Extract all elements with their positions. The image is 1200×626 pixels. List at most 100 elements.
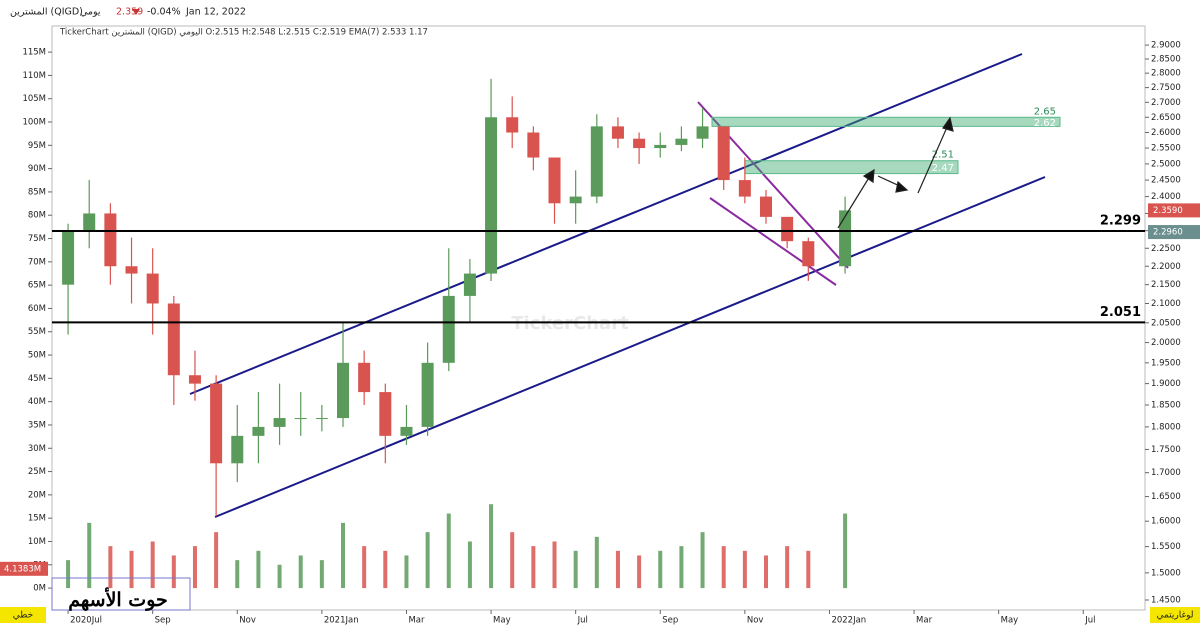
watermark: TickerChart bbox=[511, 313, 629, 334]
y2-tick-label: 115M bbox=[22, 48, 46, 58]
down-arrow bbox=[132, 9, 140, 15]
candle-body bbox=[83, 213, 96, 231]
channel-upper bbox=[189, 53, 1023, 395]
price-tag bbox=[1148, 225, 1200, 240]
y2-tick-label: 100M bbox=[22, 118, 46, 128]
volume-bar bbox=[277, 564, 282, 589]
candle-body bbox=[125, 266, 138, 274]
volume-bar bbox=[510, 532, 515, 589]
y2-tick-label: 85M bbox=[28, 187, 46, 197]
candle-body bbox=[442, 295, 455, 363]
volume-bar bbox=[404, 555, 409, 589]
y-tick-label: 1.9500 bbox=[1151, 358, 1181, 368]
x-tick-label: Jul bbox=[577, 616, 588, 626]
volume-bar bbox=[129, 550, 134, 589]
y2-tick-label: 10M bbox=[28, 537, 46, 547]
arrow-head bbox=[862, 168, 875, 184]
y-tick-label: 2.8000 bbox=[1151, 69, 1181, 79]
y-tick-label: 1.6000 bbox=[1151, 517, 1181, 527]
y2-tick-label: 60M bbox=[28, 304, 46, 314]
y2-tick-label: 40M bbox=[28, 397, 46, 407]
candle-body bbox=[294, 418, 307, 420]
candle-body bbox=[421, 362, 434, 427]
volume-bar bbox=[764, 555, 769, 589]
volume-bar bbox=[319, 560, 324, 589]
y-tick-label: 2.6500 bbox=[1151, 113, 1181, 123]
volume-bar bbox=[192, 546, 197, 589]
scale-left[interactable]: خطي bbox=[13, 611, 33, 621]
x-tick-label: 2021Jan bbox=[324, 616, 359, 626]
volume-bar bbox=[108, 546, 113, 589]
candle-body bbox=[675, 138, 688, 145]
change: -0.04% bbox=[147, 7, 181, 18]
candle-body bbox=[760, 196, 773, 217]
projection-arrows bbox=[837, 116, 954, 229]
candle-body bbox=[315, 418, 328, 420]
candle-body bbox=[738, 180, 751, 197]
volume-bar bbox=[150, 541, 155, 589]
x-tick-label: Sep bbox=[155, 616, 171, 626]
candle-body bbox=[252, 426, 265, 436]
y-tick-label: 2.7000 bbox=[1151, 98, 1181, 108]
volume-bar bbox=[552, 541, 557, 589]
volume-bar bbox=[66, 560, 71, 589]
volume-bar bbox=[235, 560, 240, 589]
y-tick-label: 1.5000 bbox=[1151, 568, 1181, 578]
candle-body bbox=[400, 426, 413, 436]
volume-bar bbox=[843, 513, 848, 589]
y2-tick-label: 110M bbox=[22, 71, 46, 81]
volume-bar bbox=[214, 532, 219, 589]
volume-bar bbox=[700, 532, 705, 589]
x-tick-label: May bbox=[1001, 616, 1019, 626]
volume-bar bbox=[256, 550, 261, 589]
candle-body bbox=[527, 132, 540, 158]
target-zone bbox=[711, 116, 1061, 127]
scale-right[interactable]: لوغاريتمي bbox=[1156, 611, 1193, 621]
x-tick-label: Mar bbox=[916, 616, 933, 626]
candle-body bbox=[463, 273, 476, 296]
candle-body bbox=[485, 117, 498, 274]
volume-tag-label: 4.1383M bbox=[4, 564, 41, 574]
y-tick-label: 2.2500 bbox=[1151, 244, 1181, 254]
candle-body bbox=[379, 392, 392, 436]
y-tick-label: 2.9000 bbox=[1151, 41, 1181, 51]
logo-box bbox=[51, 577, 191, 611]
scale-left-box[interactable] bbox=[0, 607, 46, 623]
x-tick-label: Jul bbox=[1084, 616, 1095, 626]
candle-body bbox=[611, 126, 624, 139]
scale-right-box[interactable] bbox=[1150, 607, 1200, 623]
volume-bar bbox=[679, 546, 684, 589]
candle-body bbox=[231, 435, 244, 464]
y-tick-label: 1.7000 bbox=[1151, 468, 1181, 478]
candle-body bbox=[167, 303, 180, 376]
y2-tick-label: 15M bbox=[28, 514, 46, 524]
legend-line: TickerChart المشترين (QIGD) اليومي O:2.5… bbox=[59, 28, 428, 38]
volume-bar bbox=[489, 504, 494, 589]
candle-body bbox=[548, 157, 561, 204]
volume-bar bbox=[721, 546, 726, 589]
y2-tick-label: 95M bbox=[28, 141, 46, 151]
volume-bar bbox=[362, 546, 367, 589]
candle-body bbox=[717, 126, 730, 181]
arrow bbox=[837, 175, 871, 229]
y-tick-label: 2.1500 bbox=[1151, 280, 1181, 290]
y-tick-label: 1.9000 bbox=[1151, 379, 1181, 389]
volume-bar bbox=[615, 550, 620, 589]
candle-body bbox=[781, 216, 794, 242]
date: Jan 12, 2022 bbox=[185, 7, 246, 18]
wedge-lower bbox=[709, 197, 837, 286]
volume-bar bbox=[637, 555, 642, 589]
x-tick-label: 2020Jul bbox=[70, 616, 102, 626]
x-tick-label: May bbox=[493, 616, 511, 626]
volume-bar bbox=[594, 536, 599, 589]
y-tick-label: 1.5500 bbox=[1151, 542, 1181, 552]
candle-body bbox=[802, 241, 815, 267]
candle-body bbox=[358, 362, 371, 393]
level-label: 2.051 bbox=[1100, 305, 1141, 320]
y2-tick-label: 50M bbox=[28, 351, 46, 361]
y-tick-label: 2.1000 bbox=[1151, 299, 1181, 309]
candle-body bbox=[654, 144, 667, 149]
volume-bar bbox=[87, 522, 92, 589]
volume-tag bbox=[0, 561, 48, 576]
y-tick-label: 1.8500 bbox=[1151, 400, 1181, 410]
